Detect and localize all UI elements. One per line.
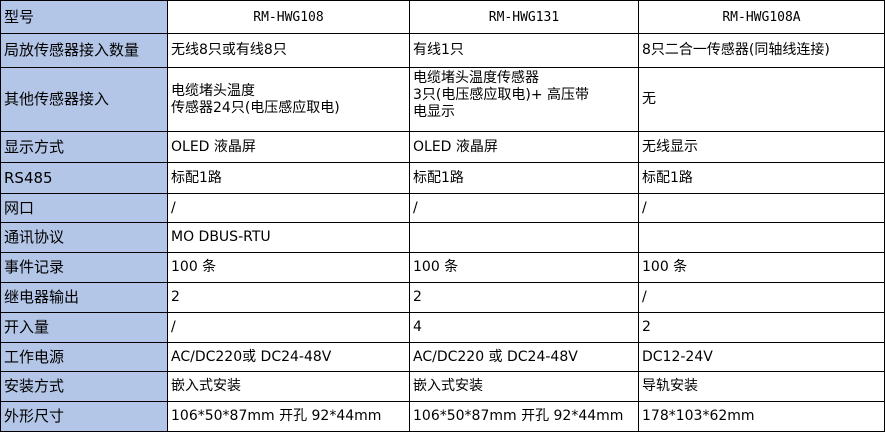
- table-cell: 嵌入式安装: [167, 371, 410, 402]
- table-row: 安装方式 嵌入式安装 嵌入式安装 导轨安装: [0, 371, 885, 402]
- row-label: 显示方式: [0, 131, 168, 163]
- table-cell: DC12-24V: [638, 342, 885, 372]
- table-cell: 4: [409, 312, 639, 343]
- row-label: 局放传感器接入数量: [0, 33, 168, 68]
- row-label: 安装方式: [0, 371, 168, 402]
- table-cell: 标配1路: [638, 162, 885, 194]
- table-cell: [409, 222, 639, 253]
- table-cell: OLED 液晶屏: [409, 131, 639, 163]
- cell-line: 传感器24只(电压感应取电): [171, 99, 340, 116]
- table-cell: MO DBUS-RTU: [167, 222, 410, 253]
- table-cell: 无线显示: [638, 131, 885, 163]
- cell-text: 电缆堵头温度 传感器24只(电压感应取电): [171, 69, 406, 131]
- table-row: 外形尺寸 106*50*87mm 开孔 92*44mm 106*50*87mm 开孔…: [0, 401, 885, 432]
- table-cell: /: [409, 193, 639, 223]
- cell-line: 电缆堵头温度: [171, 82, 255, 99]
- cell-line: 电缆堵头温度传感器: [413, 70, 539, 86]
- cell-line: 3只(电压感应取电)+ 高压带: [413, 87, 590, 103]
- table-row: 开入量/4 2: [0, 312, 885, 343]
- table-cell: 2: [167, 282, 410, 313]
- table-cell: 有线1只: [409, 33, 639, 68]
- table-cell: 100 条: [167, 252, 410, 283]
- table-cell: 标配1路: [167, 162, 410, 194]
- row-label: RS485: [0, 162, 168, 194]
- row-label: 开入量: [0, 312, 168, 343]
- row-label: 通讯协议: [0, 222, 168, 253]
- table-cell: 106*50*87mm 开孔 92*44mm: [167, 401, 410, 432]
- table-cell: 电缆堵头温度 传感器24只(电压感应取电): [167, 67, 410, 132]
- row-label: 外形尺寸: [0, 401, 168, 432]
- table-row: 工作电源 AC/DC220或 DC24-48V AC/DC220 或 DC24-48…: [0, 342, 885, 372]
- model-header: RM-HWG131: [409, 0, 639, 34]
- table-cell: 无: [638, 67, 885, 132]
- table-cell: 2: [409, 282, 639, 313]
- row-label: 网口: [0, 193, 168, 223]
- table-cell: OLED 液晶屏: [167, 131, 410, 163]
- table-row: 事件记录 100 条 100 条 100 条: [0, 252, 885, 283]
- table-cell: [638, 222, 885, 253]
- table-cell: 嵌入式安装: [409, 371, 639, 402]
- table-row: 网口 / / /: [0, 193, 885, 223]
- table-row: 显示方式 OLED 液晶屏 OLED 液晶屏 无线显示: [0, 131, 885, 163]
- cell-text: 电缆堵头温度传感器 3只(电压感应取电)+ 高压带 电显示: [413, 69, 635, 131]
- row-label: 其他传感器接入: [0, 67, 168, 132]
- table-cell: 178*103*62mm: [638, 401, 885, 432]
- table-cell: AC/DC220或 DC24-48V: [167, 342, 410, 372]
- header-row: 型号 RM-HWG108 RM-HWG131 RM-HWG108A: [0, 0, 885, 34]
- row-label-header: 型号: [0, 0, 168, 34]
- table-cell: AC/DC220 或 DC24-48V: [409, 342, 639, 372]
- table-row: 局放传感器接入数量 无线8只或有线8只 有线1只 8只二合一传感器(同轴线连接): [0, 33, 885, 68]
- table-cell: /: [638, 193, 885, 223]
- table-cell: 电缆堵头温度传感器 3只(电压感应取电)+ 高压带 电显示: [409, 67, 639, 132]
- row-label: 继电器输出: [0, 282, 168, 313]
- table-cell: 100 条: [638, 252, 885, 283]
- table-cell: /: [167, 193, 410, 223]
- table-cell: 2: [638, 312, 885, 343]
- model-header: RM-HWG108A: [638, 0, 885, 34]
- table-cell: 标配1路: [409, 162, 639, 194]
- table-cell: 100 条: [409, 252, 639, 283]
- table-cell: 8只二合一传感器(同轴线连接): [638, 33, 885, 68]
- table-cell: /: [167, 312, 410, 343]
- row-label: 工作电源: [0, 342, 168, 372]
- row-label: 事件记录: [0, 252, 168, 283]
- model-header: RM-HWG108: [167, 0, 410, 34]
- table-cell: 106*50*87mm 开孔 92*44mm: [409, 401, 639, 432]
- table-cell: 导轨安装: [638, 371, 885, 402]
- table-cell: 无线8只或有线8只: [167, 33, 410, 68]
- table-row: 通讯协议 MO DBUS-RTU: [0, 222, 885, 253]
- table-row: 其他传感器接入 电缆堵头温度 传感器24只(电压感应取电) 电缆堵头温度传感器 3只(电…: [0, 67, 885, 132]
- table-row: 继电器输出 2 2/: [0, 282, 885, 313]
- table-row: RS485 标配1路 标配1路 标配1路: [0, 162, 885, 194]
- table-cell: /: [638, 282, 885, 313]
- cell-line: 电显示: [413, 104, 455, 120]
